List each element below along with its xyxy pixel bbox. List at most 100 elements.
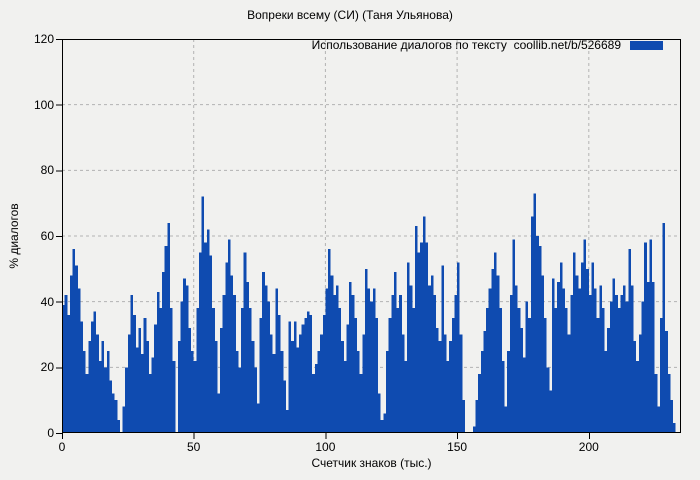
bar <box>191 350 194 433</box>
bar <box>578 288 581 433</box>
bar <box>457 262 460 433</box>
bar <box>114 400 118 433</box>
bar <box>546 367 550 433</box>
bar <box>254 367 257 433</box>
bar <box>562 288 566 433</box>
bar <box>67 314 70 433</box>
bar <box>459 334 463 433</box>
bar <box>141 354 144 433</box>
bar <box>454 295 458 433</box>
bar <box>609 301 613 433</box>
bar <box>209 255 213 433</box>
bar <box>72 249 76 433</box>
bar <box>407 262 410 433</box>
bar <box>364 268 368 433</box>
plot-border <box>62 39 681 433</box>
bar <box>309 314 313 433</box>
bar <box>230 275 234 433</box>
bar <box>159 308 163 433</box>
bar <box>601 308 605 433</box>
x-axis-label: Счетчик знаков (тыс.) <box>311 456 432 470</box>
bar <box>267 301 271 433</box>
bar <box>591 262 595 433</box>
bar <box>599 285 602 433</box>
x-tick-label: 150 <box>447 440 468 454</box>
bar <box>575 275 579 433</box>
x-tick-label: 200 <box>578 440 599 454</box>
x-tick-label: 50 <box>187 440 201 454</box>
bar <box>88 341 91 433</box>
bar <box>633 341 637 433</box>
bar <box>483 331 487 433</box>
bar <box>96 334 99 433</box>
bar <box>499 308 502 433</box>
bar <box>151 357 155 433</box>
bar <box>515 285 518 433</box>
bar <box>383 413 386 433</box>
bar <box>596 318 600 433</box>
bar <box>64 295 68 433</box>
bar <box>617 308 621 433</box>
x-tick-label: 100 <box>315 440 336 454</box>
bar <box>227 239 231 433</box>
bar <box>507 350 510 433</box>
bar <box>217 393 221 433</box>
bar <box>520 327 523 433</box>
bar <box>385 350 389 433</box>
bar <box>551 278 555 433</box>
bar <box>414 226 418 433</box>
bar <box>243 252 247 433</box>
bar <box>122 406 126 433</box>
bar <box>349 281 352 433</box>
bar <box>77 288 81 433</box>
bar <box>343 360 347 433</box>
bar <box>362 334 365 433</box>
bar <box>169 308 173 433</box>
bar <box>93 311 97 433</box>
bar <box>177 341 181 433</box>
bar <box>462 400 466 433</box>
bar <box>399 295 402 433</box>
bar <box>646 281 650 433</box>
plot-area <box>56 39 681 439</box>
bar <box>325 288 329 433</box>
bar <box>525 301 529 433</box>
bar <box>299 334 302 433</box>
bar <box>391 295 394 433</box>
bar <box>380 419 384 433</box>
bar <box>346 324 350 433</box>
bar <box>256 403 260 433</box>
bar <box>241 308 244 433</box>
bar <box>101 341 105 433</box>
bar <box>446 360 450 433</box>
bar <box>636 360 639 433</box>
bar <box>428 285 431 433</box>
bar <box>375 318 379 433</box>
bar <box>183 278 186 433</box>
bar <box>401 334 405 433</box>
bar-chart-canvas <box>56 39 681 439</box>
bar <box>196 308 199 433</box>
bar <box>517 308 521 433</box>
bar <box>665 331 668 433</box>
bar <box>409 285 413 433</box>
bar <box>275 288 278 433</box>
bar <box>673 423 676 433</box>
bar <box>225 262 228 433</box>
bar <box>412 308 415 433</box>
bar <box>338 308 342 433</box>
bar <box>557 281 560 433</box>
bar <box>417 252 421 433</box>
bar <box>533 193 537 433</box>
bar <box>109 380 113 433</box>
bar <box>354 318 358 433</box>
bar <box>625 301 629 433</box>
bar <box>493 252 497 433</box>
bar <box>201 196 205 433</box>
bar <box>98 360 102 433</box>
bar <box>638 334 642 433</box>
bar <box>573 252 576 433</box>
bar <box>652 281 655 433</box>
bar <box>180 301 184 433</box>
